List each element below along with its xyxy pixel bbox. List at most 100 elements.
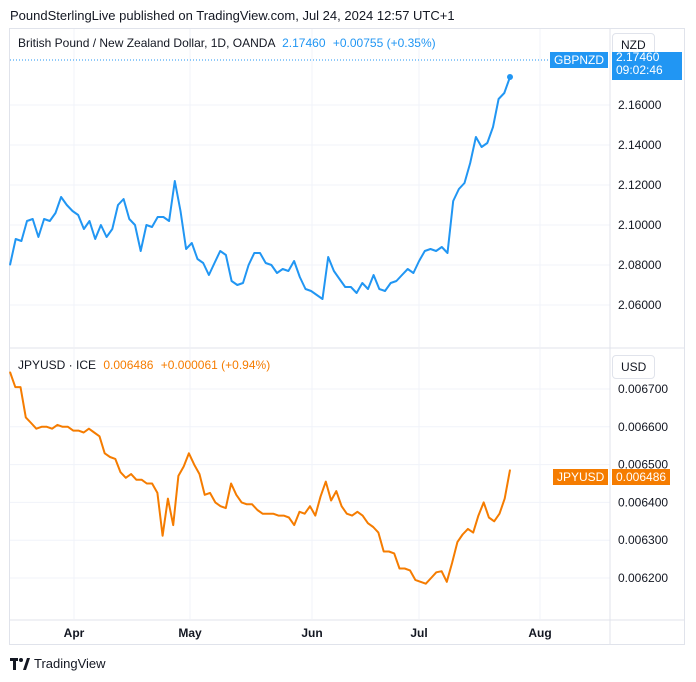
jpyusd-point	[367, 522, 369, 524]
gbpnzd-point	[429, 248, 432, 250]
gbpnzd-point	[225, 254, 227, 256]
gbpnzd-point	[458, 188, 460, 190]
jpyusd-point	[346, 513, 348, 515]
jpyusd-point	[456, 541, 458, 543]
jpyusd-point	[430, 577, 432, 579]
jpyusd-point	[319, 496, 322, 498]
gbpnzd-point	[299, 276, 301, 278]
gbpnzd-point	[446, 252, 449, 254]
gbpnzd-point	[441, 246, 443, 248]
jpyusd-symbol-tag: JPYUSD	[553, 469, 609, 485]
jpyusd-point	[493, 520, 495, 522]
gbpnzd-point	[276, 272, 278, 274]
gbpnzd-point	[424, 250, 426, 252]
jpyusd-point	[262, 513, 264, 515]
tradingview-logo-icon	[10, 657, 30, 670]
gbpnzd-point	[469, 162, 471, 164]
jpyusd-point	[404, 567, 406, 570]
jpyusd-point	[209, 492, 211, 494]
gbpnzd-last-value: 2.17460	[282, 36, 326, 50]
gbpnzd-line	[9, 76, 511, 300]
jpyusd-point	[488, 516, 490, 519]
gbpnzd-point	[492, 126, 494, 128]
gbpnzd-point	[327, 256, 329, 258]
gbpnzd-point	[37, 236, 40, 238]
jpyusd-point	[340, 505, 343, 507]
gbpnzd-point	[259, 252, 261, 254]
jpyusd-line	[9, 371, 511, 585]
jpyusd-point	[193, 464, 195, 466]
jpyusd-point	[298, 511, 301, 513]
gbpnzd-point	[162, 216, 165, 218]
gbpnzd-point	[94, 238, 96, 240]
gbpnzd-point	[355, 292, 358, 294]
gbpnzd-point	[463, 182, 466, 184]
jpyusd-point	[198, 473, 201, 475]
jpyusd-ytick-label: 0.006400	[618, 495, 668, 509]
jpyusd-point	[393, 552, 395, 555]
xtick-label: May	[178, 626, 202, 640]
gbpnzd-point	[185, 248, 187, 250]
jpyusd-point	[35, 428, 37, 430]
gbpnzd-point	[418, 260, 420, 262]
gbpnzd-point	[248, 264, 250, 266]
gbpnzd-point	[43, 218, 45, 220]
gbpnzd-point	[168, 220, 170, 222]
jpyusd-point	[467, 528, 469, 530]
gbpnzd-ytick-label: 2.12000	[618, 178, 662, 192]
jpyusd-point	[362, 515, 364, 517]
gbpnzd-price-tag: 2.17460 09:02:46	[612, 52, 682, 80]
jpyusd-point	[256, 509, 258, 511]
gbpnzd-point	[390, 282, 392, 284]
jpyusd-currency-unit[interactable]: USD	[612, 355, 656, 379]
jpyusd-point	[119, 471, 122, 473]
jpyusd-point	[272, 513, 274, 515]
jpyusd-ytick-label: 0.006500	[618, 458, 668, 472]
jpyusd-point	[372, 526, 374, 528]
jpyusd-point	[225, 507, 227, 509]
gbpnzd-point	[213, 262, 216, 264]
jpyusd-point	[509, 469, 511, 471]
gbpnzd-point	[373, 274, 375, 276]
gbpnzd-point	[412, 272, 415, 274]
jpyusd-point	[325, 481, 327, 483]
gbpnzd-point	[475, 136, 477, 138]
gbpnzd-point	[202, 262, 204, 264]
gbpnzd-point	[395, 280, 397, 282]
footer-brand[interactable]: TradingView	[10, 656, 106, 671]
gbpnzd-price-tag-time: 09:02:46	[616, 63, 663, 77]
jpyusd-point	[240, 501, 243, 503]
jpyusd-point	[151, 482, 153, 485]
jpyusd-point	[109, 456, 111, 458]
gbpnzd-point	[157, 216, 159, 218]
jpyusd-point	[283, 515, 285, 517]
jpyusd-point	[162, 535, 164, 537]
jpyusd-point	[67, 426, 69, 428]
jpyusd-legend[interactable]: JPYUSD · ICE 0.006486 +0.000061 (+0.94%)	[18, 358, 270, 372]
jpyusd-point	[77, 429, 80, 432]
jpyusd-point	[46, 426, 48, 428]
jpyusd-point	[172, 524, 174, 526]
xtick-label: Jul	[410, 626, 427, 640]
gbpnzd-point	[128, 218, 130, 220]
gbpnzd-point	[83, 228, 85, 230]
gbpnzd-point	[123, 198, 125, 200]
gbpnzd-legend[interactable]: British Pound / New Zealand Dollar, 1D, …	[18, 36, 436, 50]
jpyusd-point	[293, 524, 295, 526]
gbpnzd-point	[54, 212, 57, 214]
gbpnzd-symbol-tag: GBPNZD	[550, 52, 609, 68]
jpyusd-point	[130, 473, 132, 475]
gbpnzd-point	[100, 224, 102, 226]
jpyusd-point	[477, 515, 480, 517]
jpyusd-point	[177, 475, 180, 477]
gbpnzd-change: +0.00755 (+0.35%)	[332, 36, 436, 50]
jpyusd-point	[167, 498, 169, 500]
gbpnzd-price-tag-value: 2.17460	[616, 52, 660, 63]
gbpnzd-point	[26, 220, 28, 222]
jpyusd-point	[398, 567, 401, 570]
jpyusd-point	[14, 386, 16, 388]
jpyusd-point	[72, 429, 74, 432]
jpyusd-point	[62, 426, 64, 428]
gbpnzd-ytick-label: 2.06000	[618, 298, 662, 312]
